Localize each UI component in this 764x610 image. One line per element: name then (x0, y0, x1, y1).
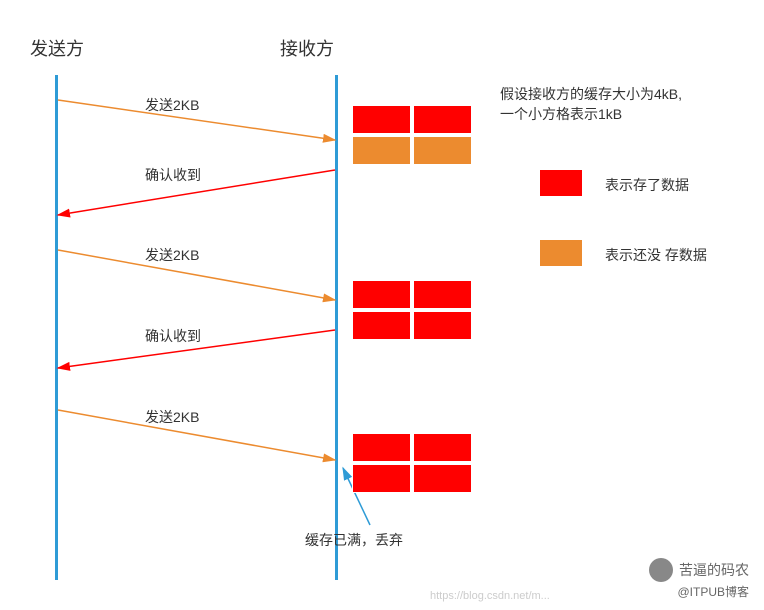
legend-empty-label: 表示还没 存数据 (605, 245, 707, 265)
buffer-cell (352, 105, 411, 134)
buffer-cell (413, 464, 472, 493)
buffer-cell (413, 311, 472, 340)
buffer-cell (352, 433, 411, 462)
buffer-cell (352, 311, 411, 340)
buffer-cell (352, 464, 411, 493)
message-label-0: 发送2KB (145, 95, 199, 115)
message-label-4: 发送2KB (145, 407, 199, 427)
buffer-cell (413, 136, 472, 165)
message-label-2: 发送2KB (145, 245, 199, 265)
buffer-note: 假设接收方的缓存大小为4kB, 一个小方格表示1kB (500, 85, 682, 124)
note-line1: 假设接收方的缓存大小为4kB, (500, 85, 682, 105)
credit-name: 苦逼的码农 (679, 560, 749, 580)
message-label-1: 确认收到 (145, 165, 201, 185)
buffer-grid-2 (352, 433, 472, 493)
legend-stored-label: 表示存了数据 (605, 175, 689, 195)
credit-sub: @ITPUB博客 (677, 583, 749, 600)
legend-empty-swatch (540, 240, 582, 266)
buffer-cell (413, 105, 472, 134)
buffer-grid-0 (352, 105, 472, 165)
credit-avatar-icon (649, 558, 673, 582)
buffer-cell (352, 280, 411, 309)
buffer-cell (413, 433, 472, 462)
buffer-cell (413, 280, 472, 309)
credit-block: 苦逼的码农 (649, 558, 749, 582)
buffer-grid-1 (352, 280, 472, 340)
buffer-cell (352, 136, 411, 165)
watermark-text: https://blog.csdn.net/m... (430, 590, 550, 602)
note-line2: 一个小方格表示1kB (500, 105, 682, 125)
legend-stored-swatch (540, 170, 582, 196)
buffer-full-annotation: 缓存已满，丢弃 (305, 530, 403, 550)
message-label-3: 确认收到 (145, 326, 201, 346)
